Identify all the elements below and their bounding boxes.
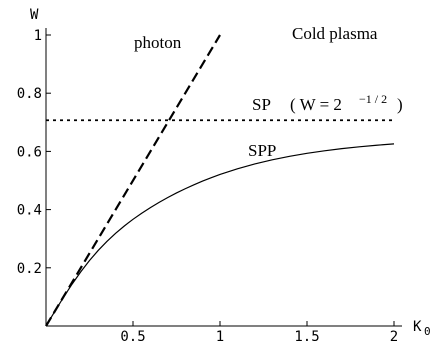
x-axis-label: K bbox=[413, 319, 422, 335]
x-axis-label-subscript: 0 bbox=[424, 325, 431, 338]
y-tick-label: 1 bbox=[34, 28, 42, 44]
x-tick-label: 1 bbox=[216, 329, 224, 343]
spp-label: SPP bbox=[248, 141, 276, 160]
sp-equation: ( W = 2 bbox=[290, 95, 342, 114]
series-photon-line bbox=[45, 34, 221, 327]
x-tick-label: 2 bbox=[390, 329, 398, 343]
tick-marks bbox=[46, 34, 395, 326]
sp-equation-close: ) bbox=[397, 95, 403, 114]
x-tick-label: 0.5 bbox=[120, 329, 145, 343]
sp-equation-exponent: −1 / 2 bbox=[359, 92, 387, 106]
y-tick-label: 0.6 bbox=[17, 144, 42, 160]
series-spp-curve bbox=[45, 143, 395, 327]
y-tick-label: 0.8 bbox=[17, 86, 42, 102]
sp-label: SP bbox=[252, 95, 271, 114]
tick-labels: 0.5 1 1.5 2 0.2 0.4 0.6 0.8 1 bbox=[17, 28, 399, 343]
y-tick-label: 0.4 bbox=[17, 203, 42, 219]
chart-title: Cold plasma bbox=[292, 24, 378, 43]
photon-label: photon bbox=[134, 33, 182, 52]
x-tick-label: 1.5 bbox=[294, 329, 319, 343]
y-tick-label: 0.2 bbox=[17, 261, 42, 277]
y-axis-label: W bbox=[30, 7, 39, 23]
